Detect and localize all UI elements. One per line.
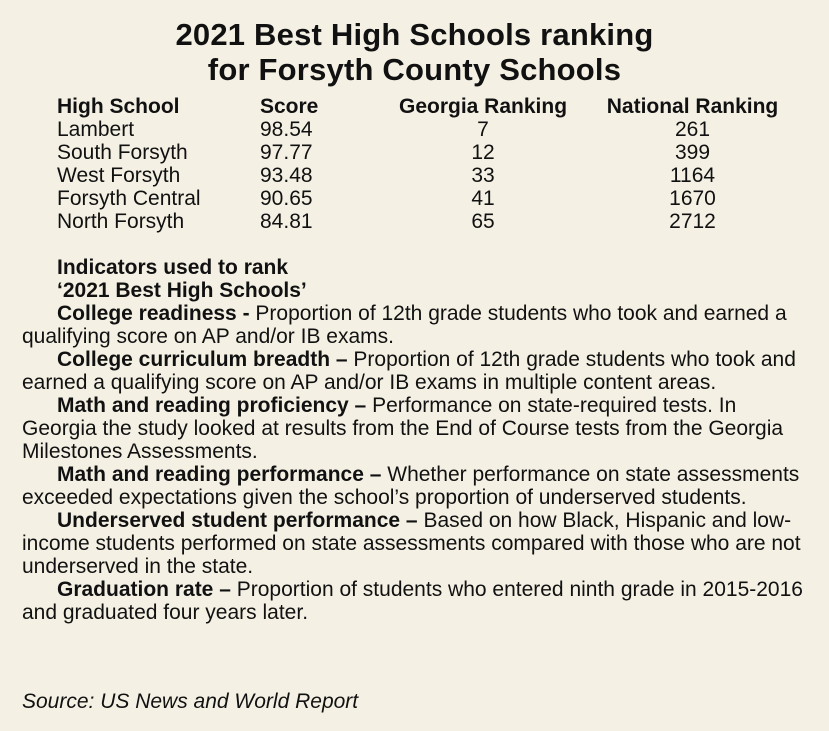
cell-score: 97.77 xyxy=(260,141,313,164)
header-high-school: High School xyxy=(57,94,180,118)
indicators-heading-line-1: Indicators used to rank xyxy=(57,256,289,279)
cell-national-ranking: 1670 xyxy=(669,187,716,210)
cell-georgia-ranking: 41 xyxy=(471,187,495,210)
indicator-description: Based on how Black, Hispanic and low-inc… xyxy=(22,509,801,578)
source-credit: Source: US News and World Report xyxy=(22,690,359,713)
cell-school: West Forsyth xyxy=(57,164,181,187)
indicator-description: Performance on state-required tests. In … xyxy=(22,394,784,463)
indicator-term: Underserved student performance – xyxy=(57,509,418,532)
cell-georgia-ranking: 33 xyxy=(471,164,495,187)
table-row: South Forsyth 97.77 12 399 xyxy=(57,141,797,164)
indicator-item: College readiness - Proportion of 12th g… xyxy=(22,302,812,348)
cell-score: 90.65 xyxy=(260,187,313,210)
table-row: Forsyth Central 90.65 41 1670 xyxy=(57,187,797,210)
header-national-ranking: National Ranking xyxy=(606,94,779,118)
cell-georgia-ranking: 12 xyxy=(471,141,495,164)
header-score: Score xyxy=(260,94,319,118)
cell-school: Forsyth Central xyxy=(57,187,201,210)
header-georgia-ranking: Georgia Ranking xyxy=(398,94,568,118)
indicator-item: Math and reading performance – Whether p… xyxy=(22,463,812,509)
cell-school: Lambert xyxy=(57,118,135,141)
table-header-row: High School Score Georgia Ranking Nation… xyxy=(57,94,797,118)
cell-georgia-ranking: 7 xyxy=(477,118,489,141)
indicator-description: Proportion of 12th grade students who to… xyxy=(22,348,796,394)
cell-score: 84.81 xyxy=(260,210,313,233)
indicator-term: Graduation rate – xyxy=(57,578,231,601)
table-row: West Forsyth 93.48 33 1164 xyxy=(57,164,797,187)
cell-national-ranking: 261 xyxy=(674,118,711,141)
indicator-description: Proportion of students who entered ninth… xyxy=(22,578,803,624)
indicator-term: Math and reading performance – xyxy=(57,463,382,486)
indicator-term: Math and reading proficiency – xyxy=(57,394,367,417)
cell-national-ranking: 1164 xyxy=(669,164,716,187)
indicator-term: College readiness - xyxy=(57,302,250,325)
title-line-2: for Forsyth County Schools xyxy=(207,52,622,87)
indicator-item: College curriculum breadth – Proportion … xyxy=(22,348,812,394)
cell-national-ranking: 2712 xyxy=(669,210,716,233)
cell-national-ranking: 399 xyxy=(674,141,711,164)
rankings-table: High School Score Georgia Ranking Nation… xyxy=(57,94,797,234)
table-row: North Forsyth 84.81 65 2712 xyxy=(57,210,797,233)
indicators-section: Indicators used to rank ‘2021 Best High … xyxy=(22,256,812,624)
cell-school: North Forsyth xyxy=(57,210,185,233)
cell-score: 93.48 xyxy=(260,164,313,187)
indicators-heading-line-2: ‘2021 Best High Schools’ xyxy=(57,279,307,302)
indicator-term: College curriculum breadth – xyxy=(57,348,348,371)
cell-score: 98.54 xyxy=(260,118,313,141)
indicator-item: Underserved student performance – Based … xyxy=(22,509,812,578)
indicator-description: Proportion of 12th grade students who to… xyxy=(22,302,787,348)
table-row: Lambert 98.54 7 261 xyxy=(57,118,797,141)
cell-georgia-ranking: 65 xyxy=(471,210,495,233)
indicator-item: Math and reading proficiency – Performan… xyxy=(22,394,812,463)
cell-school: South Forsyth xyxy=(57,141,188,164)
indicator-item: Graduation rate – Proportion of students… xyxy=(22,578,812,624)
title-line-1: 2021 Best High Schools ranking xyxy=(175,17,654,52)
indicator-description: Whether performance on state assessments… xyxy=(22,463,800,509)
